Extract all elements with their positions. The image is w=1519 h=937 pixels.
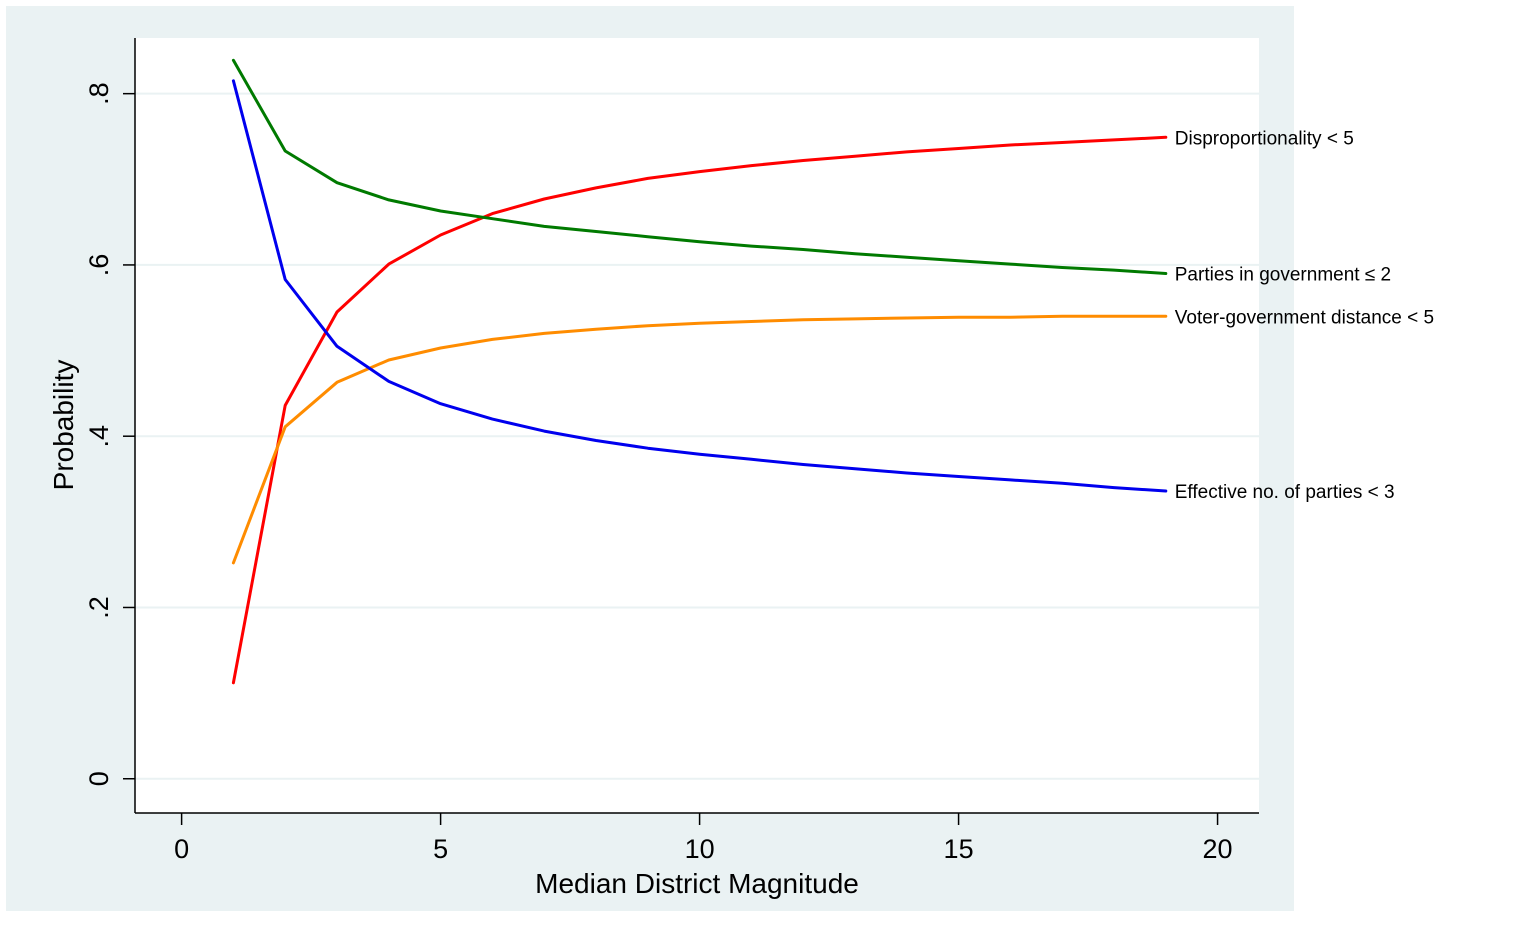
series-labels: Disproportionality < 5 Parties in governm… [1175,128,1434,503]
series-label: Parties in government ≤ 2 [1175,264,1391,285]
gridlines [135,92,1259,780]
series-line [231,79,1168,493]
y-tick-label: 0 [84,771,114,786]
y-axis-title: Probability [48,360,79,491]
x-axis-title: Median District Magnitude [535,868,859,899]
x-tick-label: 15 [944,834,974,864]
series-line [231,58,1168,275]
series-label: Disproportionality < 5 [1175,128,1354,149]
y-tick-label: .8 [84,82,114,105]
y-tick-label: .4 [84,425,114,448]
x-tick-label: 10 [685,834,715,864]
y-tick-label: .2 [84,596,114,619]
plot-area [135,38,1259,813]
axes: 0 .2 .4 .6 .8 0 5 10 15 20 [84,38,1259,864]
series-line [231,135,1168,685]
series-line [231,314,1168,565]
x-tick-label: 5 [433,834,448,864]
series-lines [231,58,1168,685]
y-tick-label: .6 [84,254,114,277]
x-tick-label: 20 [1203,834,1233,864]
series-label: Voter-government distance < 5 [1175,307,1434,328]
x-tick-label: 0 [174,834,189,864]
series-label: Effective no. of parties < 3 [1175,482,1395,503]
